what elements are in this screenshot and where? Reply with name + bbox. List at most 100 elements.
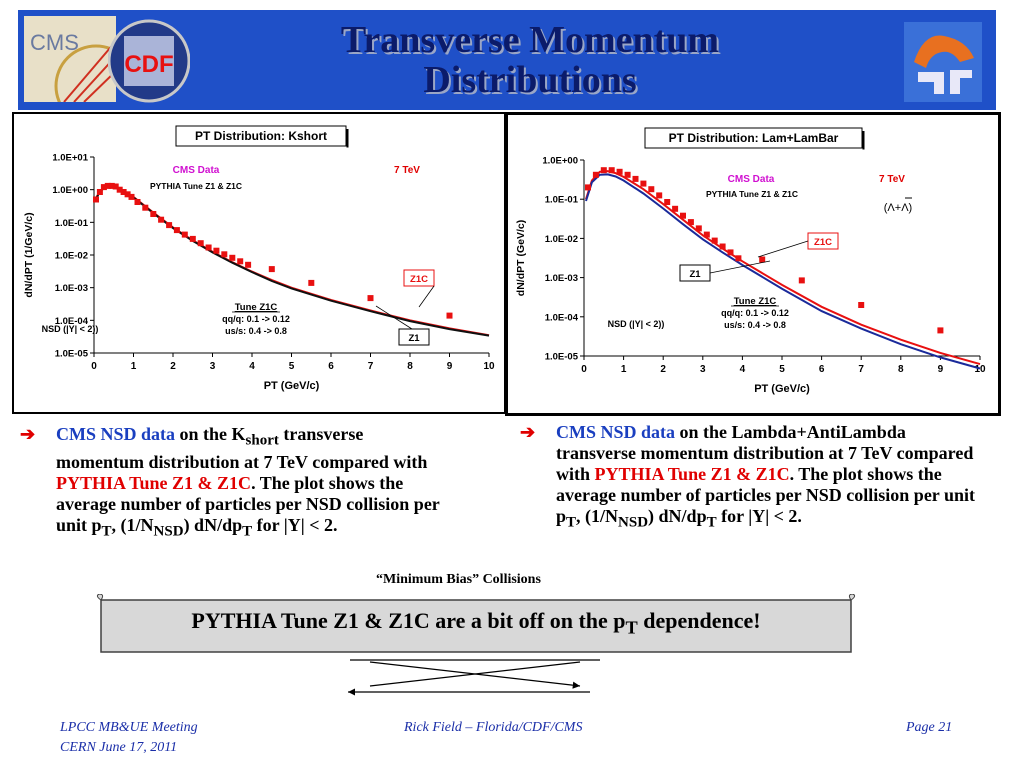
cdf-logo-text: CDF	[124, 51, 173, 78]
bullet-arrow-icon: ➔	[520, 422, 536, 442]
bullet-left-tune: PYTHIA Tune Z1 & Z1C	[56, 472, 252, 493]
y-tick-label: 1.0E-01	[545, 195, 579, 206]
cdf-logo: CDF	[108, 19, 190, 103]
annotation-tune-line2: us/s: 0.4 -> 0.8	[724, 320, 786, 330]
data-point	[221, 251, 228, 258]
plot-lambda-panel: 0 1 2 3 4 5 6 7 8 9 10 1.0E-05 1.0E-04 1.0E-03 1.0E-02…	[505, 112, 1001, 416]
bullet-left-t1: on the K	[175, 424, 246, 444]
data-point	[237, 258, 244, 265]
x-tick-label: 6	[819, 364, 825, 375]
y-tick-label: 1.0E-05	[545, 352, 579, 363]
data-point	[672, 205, 679, 212]
data-point	[229, 254, 236, 261]
chart-lambda: 0 1 2 3 4 5 6 7 8 9 10 1.0E-05 1.0E-04 1.0E-03 1.0E-02…	[515, 127, 986, 395]
bullet-left-t4: , (1/N	[111, 514, 154, 535]
annotation-tune-title: Tune Z1C	[235, 302, 278, 313]
annotation-nsd: NSD (|Y| < 2))	[42, 324, 99, 334]
data-point	[687, 219, 694, 226]
data-point	[197, 240, 204, 247]
chart-title: PT Distribution: Lam+LamBar	[669, 131, 839, 145]
banner-text: PYTHIA Tune Z1 & Z1C are a bit off on th…	[95, 608, 857, 638]
footer-page-number: Page 21	[906, 720, 953, 735]
bullet-right-t4-sub: T	[706, 514, 717, 531]
bullet-left: ➔ CMS NSD data on the Kshort transverse …	[20, 424, 452, 542]
data-point	[727, 249, 734, 256]
data-point	[798, 277, 805, 284]
cms-logo: CMS	[24, 16, 116, 102]
bullet-left-t5-sub: T	[242, 523, 253, 540]
page-title-line2: Distributions	[423, 59, 637, 101]
x-tick-label: 8	[407, 361, 413, 372]
footer-left-line2: CERN June 17, 2011	[60, 740, 178, 755]
x-tick-label: 4	[249, 361, 255, 372]
z1-label: Z1	[689, 269, 701, 280]
data-point	[711, 237, 718, 244]
y-tick-label: 1.0E+01	[52, 153, 88, 164]
data-point	[104, 182, 111, 189]
data-point	[592, 171, 599, 178]
x-tick-label: 2	[660, 364, 666, 375]
banner-curl-right	[848, 594, 856, 601]
y-tick-label: 1.0E-04	[55, 316, 89, 327]
y-axis-label: dN/dPT (GeV/c)	[515, 220, 527, 296]
data-point	[116, 186, 123, 193]
arrow-line-cross-b	[369, 661, 581, 687]
z1-label: Z1	[408, 333, 420, 344]
annotation-pythia: PYTHIA Tune Z1 & Z1C	[150, 181, 242, 191]
banner-scroll-body	[100, 599, 852, 653]
y-tick-label: 1.0E+00	[52, 185, 88, 196]
data-point	[205, 244, 212, 251]
bullet-right-data-label: CMS NSD data	[556, 422, 676, 442]
banner-text-tail: dependence!	[637, 608, 761, 633]
data-point	[735, 255, 742, 262]
x-tick-label: 5	[779, 364, 785, 375]
data-point	[695, 225, 702, 232]
data-point	[858, 302, 865, 308]
decorative-arrows	[348, 659, 600, 696]
uf-logo-letters	[918, 70, 972, 94]
data-point	[600, 167, 607, 174]
x-tick-label: 1	[621, 364, 627, 375]
y-tick-label: 1.0E+00	[542, 156, 578, 167]
data-point	[213, 247, 220, 254]
x-tick-label: 3	[210, 361, 216, 372]
annotation-tune-line1: qq/q: 0.1 -> 0.12	[721, 308, 789, 318]
data-point	[181, 231, 188, 238]
annotation-pythia: PYTHIA Tune Z1 & Z1C	[706, 189, 798, 199]
x-tick-label: 9	[447, 361, 453, 372]
data-point	[112, 183, 119, 190]
data-point	[245, 261, 252, 268]
bullet-left-t2: transverse momentum distribution at 7 Te…	[56, 424, 428, 472]
minimum-bias-caption: “Minimum Bias” Collisions	[376, 572, 541, 587]
y-tick-label: 1.0E-02	[545, 234, 578, 245]
bullet-arrow-icon: ➔	[20, 424, 36, 444]
bullet-left-t1-sub: short	[245, 432, 279, 449]
series-line-z1	[95, 185, 490, 337]
banner-scroll	[96, 594, 856, 653]
x-tick-label: 0	[581, 364, 587, 375]
bullet-right-t2-sub: T	[566, 514, 577, 531]
bullet-left-t6: for |Y| < 2.	[252, 514, 338, 535]
data-point	[656, 192, 663, 199]
data-point	[189, 235, 196, 242]
y-tick-label: 1.0E-01	[55, 218, 89, 229]
data-point	[100, 184, 107, 191]
annotation-cms-data: CMS Data	[728, 174, 775, 185]
annotation-energy: 7 TeV	[879, 174, 905, 185]
bullet-right-t2: . The plot shows the average number of p…	[556, 464, 975, 526]
bullet-left-data-label: CMS NSD data	[56, 424, 176, 444]
data-point	[937, 327, 944, 334]
bullet-right-t4: ) dN/dp	[648, 506, 707, 526]
x-tick-label: 1	[131, 361, 137, 372]
annotation-tune-line1: qq/q: 0.1 -> 0.12	[222, 314, 290, 324]
x-tick-label: 10	[974, 364, 986, 375]
y-tick-label: 1.0E-03	[545, 273, 578, 284]
uf-logo-gator	[914, 35, 974, 68]
z1c-label: Z1C	[410, 274, 428, 285]
data-point	[134, 199, 141, 205]
uf-logo	[904, 22, 982, 102]
data-point	[608, 167, 615, 174]
data-point	[124, 191, 131, 198]
x-tick-label: 4	[740, 364, 746, 375]
footer-left: LPCC MB&UE Meeting CERN June 17, 2011	[60, 718, 198, 758]
